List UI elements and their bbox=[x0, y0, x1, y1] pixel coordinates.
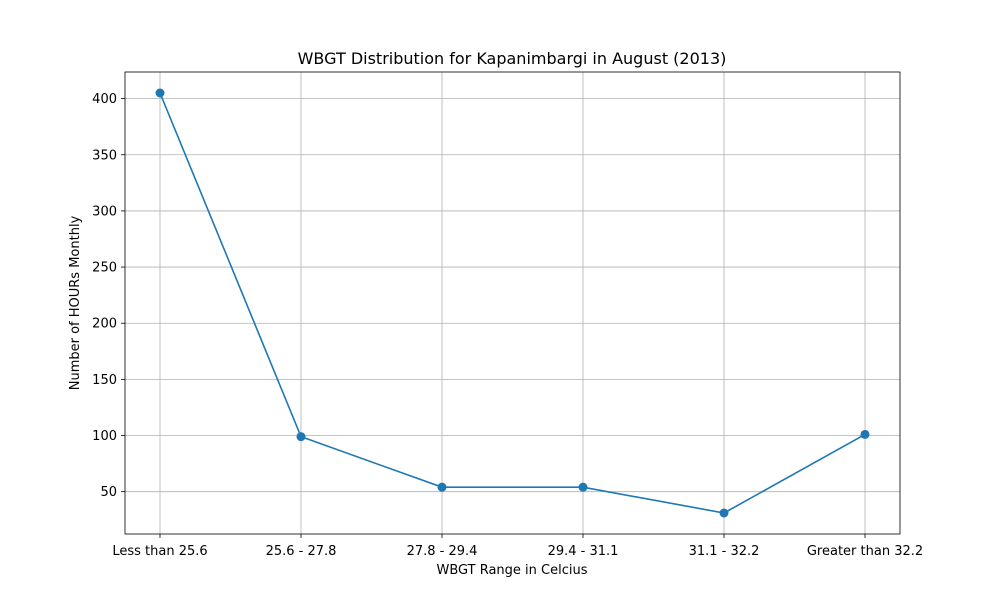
plot-area-frame bbox=[124, 71, 901, 535]
x-axis-ticks: Less than 25.6 25.6 - 27.8 27.8 - 29.4 29.4… bbox=[112, 534, 923, 559]
y-tick-label: 50 bbox=[100, 485, 117, 500]
y-tick-label: 150 bbox=[92, 373, 117, 388]
x-tick-label: 29.4 - 31.1 bbox=[548, 544, 619, 559]
data-point bbox=[719, 508, 729, 518]
y-axis-ticks: 50 100 150 200 250 300 350 400 bbox=[92, 92, 125, 500]
y-tick-label: 400 bbox=[92, 92, 117, 107]
x-tick-label: 31.1 - 32.2 bbox=[689, 544, 760, 559]
y-tick-label: 200 bbox=[92, 317, 117, 332]
x-tick-label: Less than 25.6 bbox=[112, 544, 207, 559]
y-tick-label: 350 bbox=[92, 148, 117, 163]
data-point bbox=[296, 432, 306, 442]
y-axis-label: Number of HOURs Monthly bbox=[68, 215, 83, 390]
x-axis-label: WBGT Range in Celcius bbox=[436, 563, 587, 578]
chart-title: WBGT Distribution for Kapanimbargi in Au… bbox=[298, 49, 727, 68]
data-point bbox=[578, 482, 588, 492]
y-tick-label: 250 bbox=[92, 261, 117, 276]
data-point bbox=[155, 88, 165, 98]
y-tick-label: 100 bbox=[92, 429, 117, 444]
x-tick-label: Greater than 32.2 bbox=[807, 544, 923, 559]
axes-frame bbox=[124, 71, 901, 535]
x-tick-label: 27.8 - 29.4 bbox=[407, 544, 478, 559]
grid-lines bbox=[125, 72, 900, 534]
data-point bbox=[860, 429, 870, 439]
series-line bbox=[159, 92, 866, 514]
data-point bbox=[437, 482, 447, 492]
series-layer bbox=[155, 88, 870, 518]
y-tick-label: 300 bbox=[92, 204, 117, 219]
x-tick-label: 25.6 - 27.8 bbox=[266, 544, 337, 559]
